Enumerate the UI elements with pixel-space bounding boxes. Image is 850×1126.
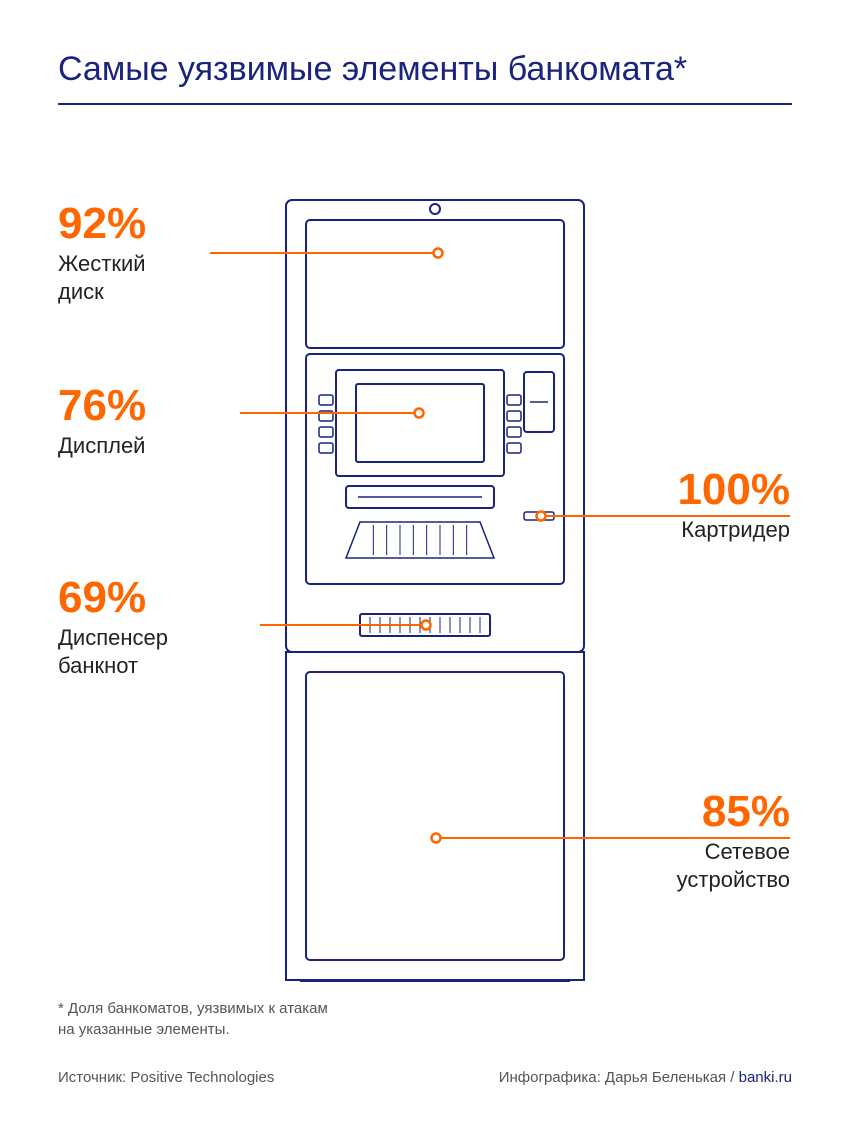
source-text: Источник: Positive Technologies xyxy=(58,1069,274,1086)
callout-display-pct: 76% xyxy=(58,384,238,428)
callout-dispenser: 69%Диспенсербанкнот xyxy=(58,576,238,679)
credit-text: Инфографика: Дарья Беленькая / banki.ru xyxy=(499,1069,792,1086)
callout-dispenser-label: Диспенсербанкнот xyxy=(58,624,238,679)
callout-card-pct: 100% xyxy=(610,468,790,512)
atm-diagram xyxy=(0,0,850,1126)
callout-display-label: Дисплей xyxy=(58,432,238,460)
callout-dispenser-pct: 69% xyxy=(58,576,238,620)
callout-network: 85%Сетевоеустройство xyxy=(610,790,790,893)
callout-card: 100% Картридер xyxy=(610,468,790,544)
footnote: * Доля банкоматов, уязвимых к атакамна у… xyxy=(58,998,328,1040)
callout-hdd-label: Жесткийдиск xyxy=(58,250,238,305)
callout-network-label: Сетевоеустройство xyxy=(610,838,790,893)
callout-hdd: 92%Жесткийдиск xyxy=(58,202,238,305)
callout-display: 76% Дисплей xyxy=(58,384,238,460)
credit-brand: banki.ru xyxy=(739,1069,792,1086)
callout-network-pct: 85% xyxy=(610,790,790,834)
callout-card-label: Картридер xyxy=(610,516,790,544)
callout-hdd-pct: 92% xyxy=(58,202,238,246)
